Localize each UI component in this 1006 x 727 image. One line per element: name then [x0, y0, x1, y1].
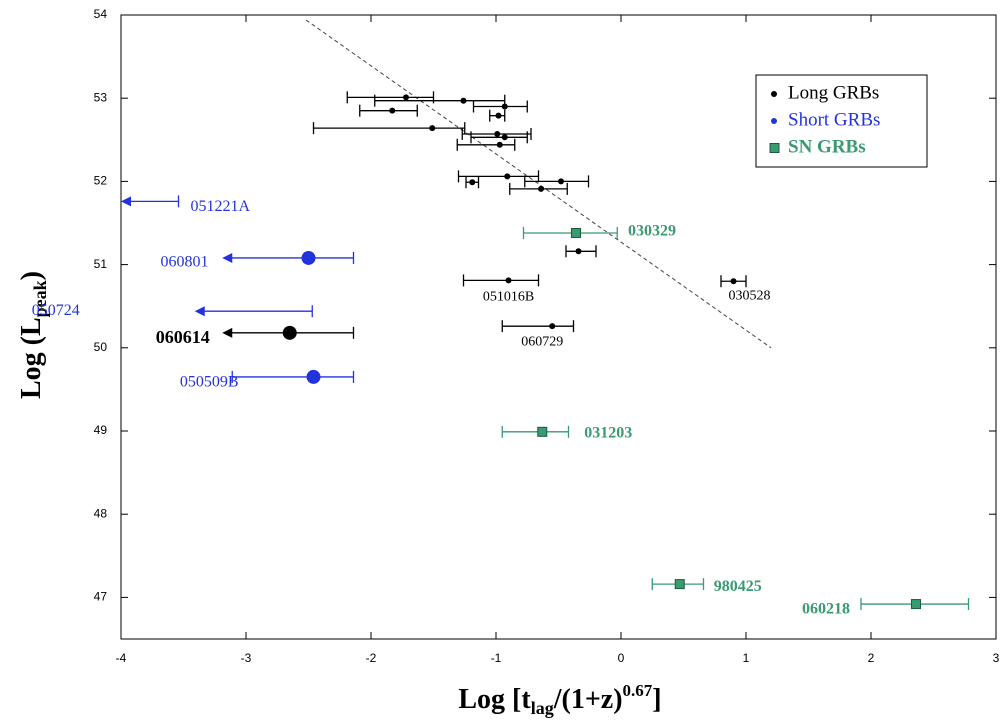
marker — [495, 112, 502, 119]
marker — [494, 130, 501, 137]
upper-limit-arrow — [194, 306, 205, 317]
upper-limit-arrow — [222, 252, 233, 263]
y-tick-label: 49 — [94, 423, 108, 437]
marker — [674, 579, 685, 590]
y-tick-label: 52 — [94, 174, 108, 188]
x-tick-label: 0 — [618, 651, 625, 665]
point-label: 031203 — [584, 425, 632, 442]
marker — [571, 227, 581, 238]
marker — [575, 248, 582, 255]
marker — [403, 94, 409, 101]
point-label: 050509B — [180, 374, 239, 391]
marker — [501, 103, 508, 110]
x-tick-label: -1 — [491, 651, 502, 665]
x-tick-label: -4 — [116, 651, 127, 665]
x-tick-label: 2 — [868, 651, 875, 665]
legend-label: Long GRBs — [788, 82, 879, 103]
legend-marker — [771, 91, 777, 97]
marker — [460, 97, 467, 104]
point-label: 051221A — [191, 198, 251, 215]
point-label: 060614 — [156, 327, 210, 347]
legend-marker — [771, 118, 777, 124]
plot-frame — [120, 14, 997, 640]
x-tick-label: 3 — [993, 651, 1000, 665]
point-label: 060218 — [802, 601, 850, 618]
legend-box — [755, 74, 928, 168]
marker — [537, 426, 548, 437]
legend-marker — [769, 143, 780, 153]
upper-limit-arrow — [222, 327, 233, 338]
x-tick-label: 1 — [743, 651, 750, 665]
fit-line — [305, 19, 772, 349]
y-tick-label: 50 — [94, 340, 108, 354]
y-tick-label: 47 — [94, 590, 108, 604]
y-tick-label: 54 — [94, 7, 108, 21]
marker — [730, 278, 737, 285]
point-label: 030528 — [729, 288, 771, 303]
point-label: 980425 — [714, 578, 762, 595]
marker — [501, 134, 508, 141]
marker — [558, 178, 564, 185]
marker — [504, 173, 511, 180]
point-label: 030329 — [628, 223, 676, 240]
y-axis-label: Log (Lpeak) — [16, 271, 50, 399]
marker — [505, 277, 512, 284]
legend-label: Short GRBs — [788, 109, 880, 130]
marker — [282, 325, 297, 340]
point-label: 051016B — [483, 290, 534, 305]
point-label: 060801 — [161, 254, 209, 271]
legend-label: SN GRBs — [788, 136, 866, 157]
marker — [549, 323, 556, 330]
y-tick-label: 51 — [94, 257, 108, 271]
marker — [306, 369, 321, 384]
marker — [301, 250, 316, 265]
marker — [389, 107, 396, 114]
y-tick-label: 48 — [94, 506, 108, 520]
y-tick-label: 53 — [94, 90, 108, 104]
x-tick-label: -3 — [241, 651, 252, 665]
x-tick-label: -2 — [366, 651, 377, 665]
point-label: 060729 — [521, 334, 563, 349]
point-label: 050724 — [32, 302, 80, 319]
x-axis-label: Log [tlag/(1+z)0.67] — [458, 681, 661, 718]
upper-limit-arrow — [121, 196, 131, 207]
marker — [429, 125, 436, 132]
marker — [911, 599, 921, 610]
marker — [469, 179, 476, 186]
marker — [496, 141, 503, 148]
marker — [538, 185, 544, 192]
